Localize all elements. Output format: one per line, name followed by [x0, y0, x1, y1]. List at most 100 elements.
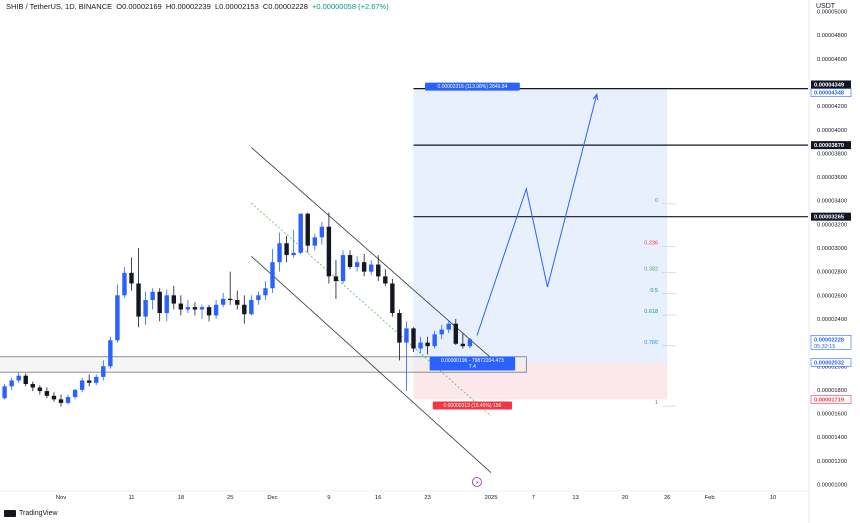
fib-level-label: 0.618 [644, 309, 658, 315]
support-zone[interactable] [0, 356, 527, 373]
target-label[interactable]: 0.00002316 (113.98%) 2849.84 [425, 82, 520, 91]
candle[interactable] [72, 388, 78, 400]
candle[interactable] [122, 266, 127, 298]
candle[interactable] [460, 333, 466, 349]
candle[interactable] [453, 318, 458, 345]
candle[interactable] [136, 248, 141, 328]
candle[interactable] [51, 392, 57, 402]
candle[interactable] [58, 394, 64, 407]
candle[interactable] [220, 292, 226, 308]
candle[interactable] [192, 302, 198, 316]
candle[interactable] [249, 295, 254, 316]
candle[interactable] [270, 249, 275, 293]
stop-label[interactable]: 0.00000313 (15.40%) 156 [432, 401, 513, 410]
candle[interactable] [2, 383, 7, 400]
projection-path[interactable] [476, 94, 598, 336]
candle-body [397, 313, 402, 343]
price-tag: 0.00004349 [811, 80, 851, 89]
y-tick-label: 0.00003000 [817, 246, 847, 252]
candle-body [361, 262, 367, 272]
channel-lower-line[interactable] [251, 255, 492, 473]
candle[interactable] [418, 336, 423, 354]
candle[interactable] [37, 385, 43, 395]
channel-upper-line[interactable] [251, 147, 492, 359]
candle[interactable] [129, 257, 134, 291]
candle[interactable] [206, 304, 212, 322]
open-value: O0.00002169 [116, 2, 162, 11]
candle[interactable] [369, 259, 374, 276]
candle[interactable] [404, 321, 409, 392]
candle[interactable] [30, 381, 35, 392]
fib-level-label: 1 [655, 400, 658, 406]
candle[interactable] [171, 285, 176, 310]
candle[interactable] [242, 295, 247, 324]
candle[interactable] [326, 212, 332, 284]
currency-label[interactable]: USDT [816, 3, 836, 10]
channel-mid-line[interactable] [251, 202, 492, 417]
candle[interactable] [157, 288, 162, 322]
candle[interactable] [411, 327, 416, 353]
target-zone[interactable] [413, 88, 668, 363]
candle[interactable] [446, 320, 451, 334]
candle-body [23, 375, 28, 384]
price-tag: 0.00003870 [811, 141, 851, 150]
candle[interactable] [432, 330, 437, 349]
candle[interactable] [23, 373, 28, 387]
x-tick-label: 25 [227, 495, 233, 501]
plot-area[interactable]: 0 0.236 0.382 0.5 0.618 0.786 1 0.00002316 (113… [0, 82, 808, 487]
price-tag-bg [811, 80, 851, 89]
event-marker[interactable]: ⚡ [472, 477, 482, 487]
x-tick-label: 2025 [485, 495, 498, 501]
candle[interactable] [312, 233, 317, 251]
candle[interactable] [376, 255, 381, 282]
candle[interactable] [79, 378, 85, 393]
candle[interactable] [228, 271, 233, 305]
candle[interactable] [9, 378, 14, 390]
candle[interactable] [101, 360, 106, 381]
candle[interactable] [143, 291, 148, 325]
candle[interactable] [199, 304, 205, 319]
candle[interactable] [44, 387, 50, 399]
candle-body [298, 213, 303, 253]
candle[interactable] [108, 336, 113, 369]
candle[interactable] [185, 300, 191, 314]
candle[interactable] [164, 289, 169, 322]
candle[interactable] [213, 300, 219, 319]
x-tick-label: 20 [622, 495, 628, 501]
candle[interactable] [263, 281, 268, 301]
candle[interactable] [298, 213, 303, 254]
candle[interactable] [115, 284, 120, 343]
candle[interactable] [361, 253, 367, 277]
candle[interactable] [333, 259, 339, 299]
candle[interactable] [439, 324, 444, 340]
entry-label-bg [429, 356, 516, 371]
candle[interactable] [291, 230, 296, 258]
candle[interactable] [65, 394, 71, 405]
price-tag: 0.00004348 [810, 88, 852, 97]
candle[interactable] [467, 337, 473, 349]
candle[interactable] [256, 291, 261, 305]
candle[interactable] [277, 232, 282, 272]
candle[interactable] [305, 212, 310, 253]
candle[interactable] [178, 295, 184, 316]
candle[interactable] [235, 290, 240, 310]
tradingview-logo[interactable]: TradingView [4, 510, 58, 517]
target-label-text: 0.00002316 (113.98%) 2849.84 [437, 84, 507, 90]
candle[interactable] [397, 309, 402, 361]
candle[interactable] [284, 236, 289, 263]
candle[interactable] [16, 372, 21, 383]
candle[interactable] [150, 288, 155, 310]
candle[interactable] [94, 374, 99, 386]
candle[interactable] [340, 250, 346, 284]
candle[interactable] [87, 374, 92, 387]
candle[interactable] [319, 221, 325, 245]
symbol-label[interactable]: SHIB / TetherUS, 1D, BINANCE [6, 2, 113, 11]
candle[interactable] [390, 278, 395, 317]
candle[interactable] [347, 250, 353, 270]
candle[interactable] [425, 336, 430, 355]
candle[interactable] [354, 256, 360, 272]
candle-body [432, 334, 437, 347]
candle[interactable] [383, 269, 388, 286]
